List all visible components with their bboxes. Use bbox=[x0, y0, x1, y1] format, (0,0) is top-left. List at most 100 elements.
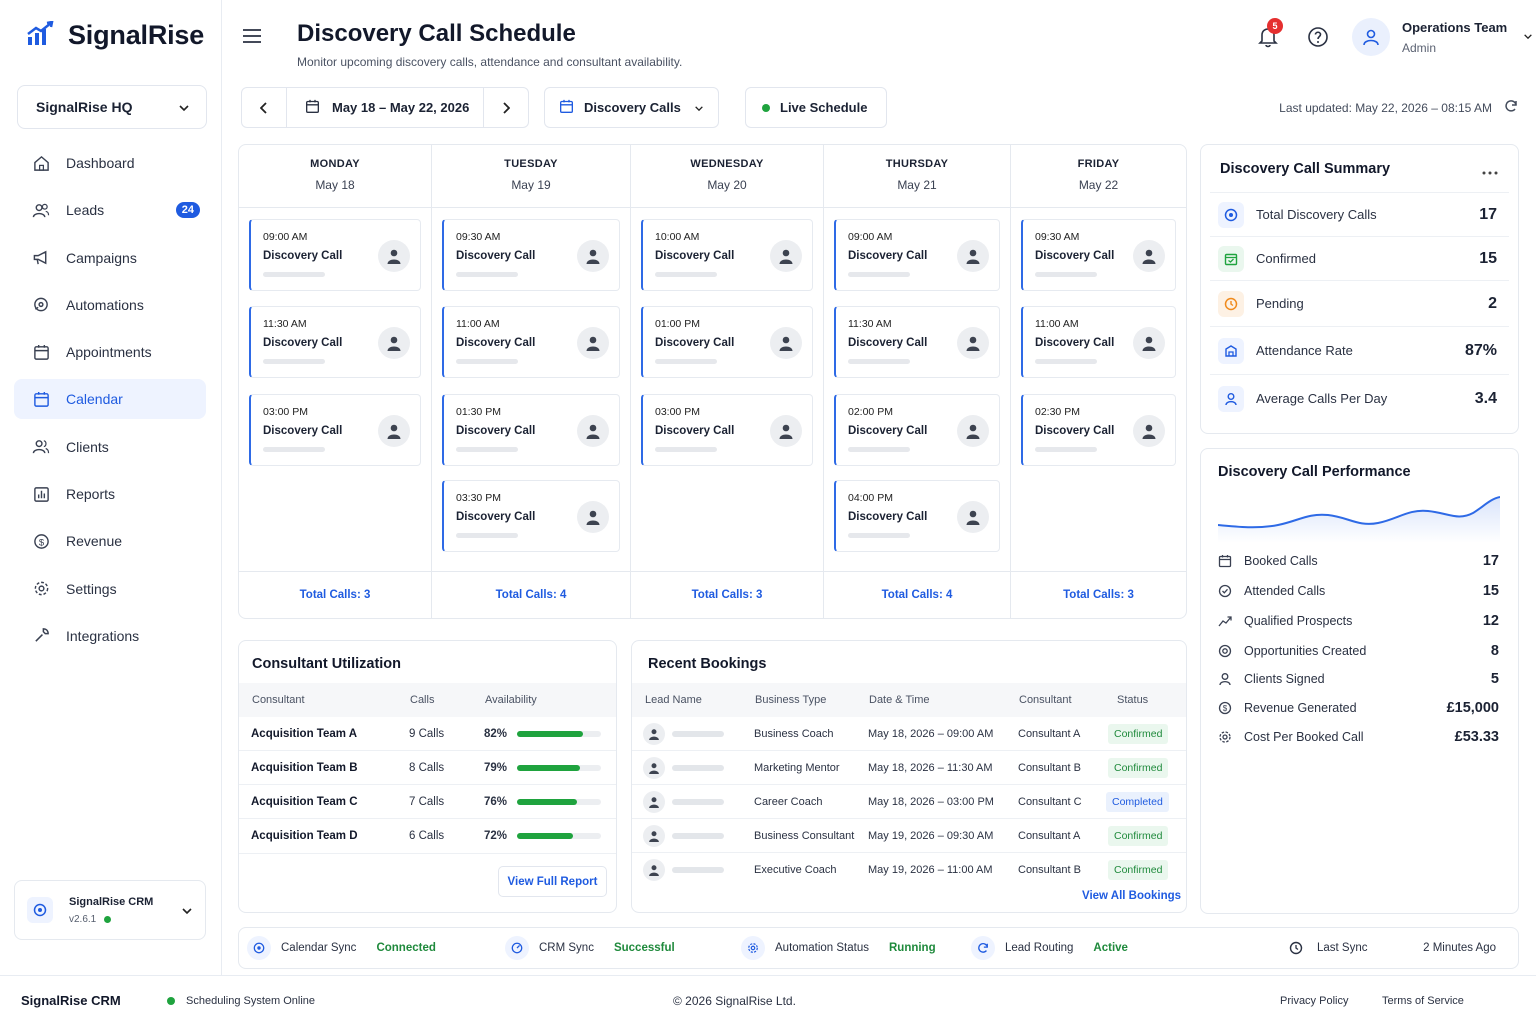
workspace-selector[interactable]: SignalRise HQ bbox=[17, 85, 207, 129]
user-menu[interactable]: Operations Team Admin bbox=[1352, 18, 1533, 56]
availability-bar bbox=[517, 731, 601, 737]
view-full-report-button[interactable]: View Full Report bbox=[498, 866, 607, 897]
privacy-policy-link[interactable]: Privacy Policy bbox=[1280, 995, 1349, 1007]
prev-week-button[interactable] bbox=[242, 88, 286, 127]
sidebar-item-calendar[interactable]: Calendar bbox=[14, 379, 206, 420]
clock-icon bbox=[1218, 290, 1244, 317]
summary-label: Total Discovery Calls bbox=[1256, 207, 1377, 222]
event-card[interactable]: 11:30 AM Discovery Call bbox=[834, 306, 1000, 378]
lead-name-placeholder bbox=[672, 731, 724, 737]
event-time: 02:00 PM bbox=[848, 406, 893, 418]
sidebar-item-leads[interactable]: Leads 24 bbox=[14, 190, 206, 230]
sidebar-item-campaigns[interactable]: Campaigns bbox=[14, 238, 206, 278]
summary-row-average: Average Calls Per Day 3.4 bbox=[1210, 374, 1509, 422]
consultant-name: Acquisition Team A bbox=[251, 728, 358, 740]
status-badge: Confirmed bbox=[1108, 826, 1169, 846]
day-date: May 19 bbox=[511, 178, 551, 192]
gauge-icon bbox=[505, 936, 529, 960]
booking-consultant: Consultant B bbox=[1018, 762, 1081, 774]
summary-row-attendance: Attendance Rate 87% bbox=[1210, 326, 1509, 374]
calendar-icon bbox=[559, 99, 574, 117]
sidebar-item-automations[interactable]: Automations bbox=[14, 285, 206, 325]
view-all-bookings-link[interactable]: View All Bookings bbox=[1082, 890, 1182, 902]
event-card[interactable]: 10:00 AM Discovery Call bbox=[641, 219, 813, 291]
event-card[interactable]: 09:00 AM Discovery Call bbox=[249, 219, 421, 291]
summary-value: 3.4 bbox=[1474, 389, 1497, 407]
more-icon[interactable] bbox=[1482, 163, 1498, 178]
menu-icon[interactable] bbox=[242, 28, 262, 47]
status-value: Connected bbox=[376, 942, 436, 954]
event-card[interactable]: 02:30 PM Discovery Call bbox=[1021, 394, 1176, 466]
call-summary-panel: Discovery Call Summary Total Discovery C… bbox=[1200, 144, 1519, 434]
event-card[interactable]: 09:30 AM Discovery Call bbox=[1021, 219, 1176, 291]
wrench-icon bbox=[32, 627, 50, 645]
brand[interactable]: SignalRise bbox=[26, 20, 204, 51]
consultant-availability: 72% bbox=[484, 830, 508, 842]
last-updated: Last updated: May 22, 2026 – 08:15 AM bbox=[1279, 99, 1518, 116]
live-schedule-button[interactable]: Live Schedule bbox=[745, 87, 887, 128]
person-icon bbox=[378, 240, 410, 272]
event-card[interactable]: 03:30 PM Discovery Call bbox=[442, 480, 620, 552]
perf-row: $ Revenue Generated £15,000 bbox=[1218, 698, 1499, 718]
summary-label: Confirmed bbox=[1256, 251, 1316, 266]
event-card[interactable]: 09:30 AM Discovery Call bbox=[442, 219, 620, 291]
event-placeholder-bar bbox=[655, 272, 717, 277]
sidebar-item-dashboard[interactable]: Dashboard bbox=[14, 143, 206, 183]
event-time: 09:00 AM bbox=[263, 231, 308, 243]
perf-label: Cost Per Booked Call bbox=[1244, 730, 1364, 744]
terms-link[interactable]: Terms of Service bbox=[1382, 995, 1464, 1007]
event-card[interactable]: 04:00 PM Discovery Call bbox=[834, 480, 1000, 552]
calendar-icon bbox=[32, 343, 50, 361]
help-icon[interactable] bbox=[1307, 26, 1329, 51]
event-card[interactable]: 01:00 PM Discovery Call bbox=[641, 306, 813, 378]
event-card[interactable]: 11:30 AM Discovery Call bbox=[249, 306, 421, 378]
event-time: 03:00 PM bbox=[655, 406, 700, 418]
sidebar-item-reports[interactable]: Reports bbox=[14, 474, 206, 514]
chevron-down-icon bbox=[178, 99, 190, 115]
summary-row-confirmed: Confirmed 15 bbox=[1210, 236, 1509, 280]
booking-consultant: Consultant B bbox=[1018, 864, 1081, 876]
event-card[interactable]: 03:00 PM Discovery Call bbox=[249, 394, 421, 466]
event-card[interactable]: 01:30 PM Discovery Call bbox=[442, 394, 620, 466]
event-time: 09:30 AM bbox=[456, 231, 501, 243]
recent-bookings-panel: Recent Bookings Lead Name Business Type … bbox=[631, 640, 1187, 913]
business-type: Executive Coach bbox=[754, 864, 837, 876]
perf-label: Qualified Prospects bbox=[1244, 614, 1353, 628]
event-time: 01:00 PM bbox=[655, 318, 700, 330]
event-title: Discovery Call bbox=[263, 425, 343, 437]
sidebar-item-revenue[interactable]: $ Revenue bbox=[14, 521, 206, 561]
sidebar-item-settings[interactable]: Settings bbox=[14, 569, 206, 609]
event-title: Discovery Call bbox=[655, 250, 735, 262]
perf-label: Clients Signed bbox=[1244, 672, 1325, 686]
crm-version-card[interactable]: SignalRise CRM v2.6.1 bbox=[14, 880, 206, 940]
column-header: Availability bbox=[485, 694, 537, 706]
sidebar-nav: Dashboard Leads 24 Campaigns Automations … bbox=[14, 143, 206, 663]
availability-bar bbox=[517, 833, 601, 839]
lead-name-placeholder bbox=[672, 867, 724, 873]
person-icon bbox=[957, 240, 989, 272]
user-role: Admin bbox=[1402, 40, 1437, 55]
call-type-filter[interactable]: Discovery Calls bbox=[544, 87, 719, 128]
refresh-icon[interactable] bbox=[1504, 99, 1518, 116]
sidebar-item-appointments[interactable]: Appointments bbox=[14, 332, 206, 372]
building-icon bbox=[1218, 337, 1244, 364]
online-dot bbox=[167, 997, 175, 1005]
status-label: Lead Routing bbox=[1005, 942, 1074, 954]
column-header: Business Type bbox=[755, 694, 827, 706]
person-icon bbox=[770, 415, 802, 447]
day-date: May 20 bbox=[707, 178, 747, 192]
sidebar-item-clients[interactable]: Clients bbox=[14, 427, 206, 467]
event-title: Discovery Call bbox=[263, 337, 343, 349]
event-card[interactable]: 02:00 PM Discovery Call bbox=[834, 394, 1000, 466]
footer-status: Scheduling System Online bbox=[186, 995, 316, 1007]
sidebar-item-label: Campaigns bbox=[66, 249, 137, 266]
target-icon bbox=[1218, 201, 1244, 228]
event-placeholder-bar bbox=[848, 447, 910, 452]
event-card[interactable]: 11:00 AM Discovery Call bbox=[1021, 306, 1176, 378]
event-card[interactable]: 11:00 AM Discovery Call bbox=[442, 306, 620, 378]
next-week-button[interactable] bbox=[484, 88, 528, 127]
event-card[interactable]: 09:00 AM Discovery Call bbox=[834, 219, 1000, 291]
sidebar-item-integrations[interactable]: Integrations bbox=[14, 616, 206, 656]
event-card[interactable]: 03:00 PM Discovery Call bbox=[641, 394, 813, 466]
date-range-display[interactable]: May 18 – May 22, 2026 bbox=[286, 88, 484, 127]
